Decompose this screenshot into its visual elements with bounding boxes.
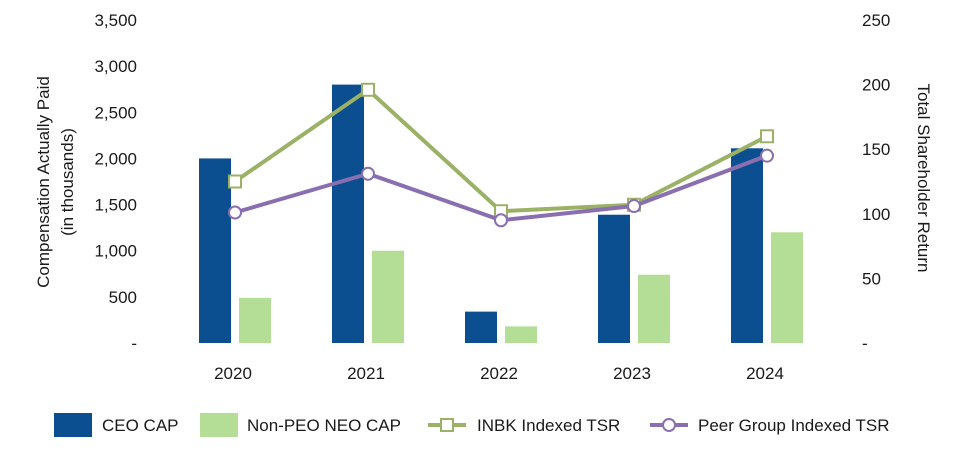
point-peer-group-tsr (627, 199, 641, 214)
bar-ceo-cap (332, 84, 364, 343)
x-tick-label: 2024 (746, 364, 784, 383)
x-tick-label: 2022 (480, 364, 518, 383)
legend-swatch (54, 413, 92, 437)
left-axis-title-line1: Compensation Actually Paid (34, 76, 53, 288)
left-tick-label: 2,000 (94, 149, 137, 168)
bar-ceo-cap (465, 311, 497, 343)
point-inbk-tsr (228, 174, 242, 189)
right-tick-label: 250 (862, 11, 890, 30)
left-tick-label: 1,000 (94, 242, 137, 261)
bar-non-peo-neo-cap (505, 326, 537, 343)
point-inbk-tsr (361, 82, 375, 97)
right-axis-ticks: - 50 100 150 200 250 (862, 11, 890, 353)
point-peer-group-tsr (228, 205, 242, 220)
legend-marker (440, 418, 454, 432)
bar-non-peo-neo-cap (372, 250, 404, 343)
point-peer-group-tsr (494, 213, 508, 228)
point-inbk-tsr (760, 129, 774, 144)
bars (199, 84, 803, 343)
legend-label: INBK Indexed TSR (477, 416, 620, 435)
left-tick-label: 2,500 (94, 103, 137, 122)
legend-label: Peer Group Indexed TSR (698, 416, 890, 435)
x-tick-label: 2021 (347, 364, 385, 383)
line-inbk-tsr (233, 87, 768, 214)
legend-label: Non-PEO NEO CAP (247, 416, 401, 435)
legend-marker (662, 418, 676, 432)
bar-non-peo-neo-cap (638, 274, 670, 343)
left-axis-ticks: - 500 1,000 1,500 2,000 2,500 3,000 3,500 (94, 11, 137, 353)
bar-non-peo-neo-cap (239, 297, 271, 343)
right-tick-label: - (862, 334, 868, 353)
left-tick-label: 3,000 (94, 57, 137, 76)
left-tick-label: - (131, 334, 137, 353)
lines (228, 82, 774, 228)
legend: CEO CAP Non-PEO NEO CAP INBK Indexed TSR Pe… (54, 413, 890, 437)
x-axis-ticks: 2020 2021 2022 2023 2024 (214, 364, 784, 383)
right-tick-label: 150 (862, 140, 890, 159)
right-axis-title: Total Shareholder Return (914, 83, 933, 272)
right-tick-label: 100 (862, 205, 890, 224)
left-tick-label: 500 (109, 288, 137, 307)
right-tick-label: 50 (862, 269, 881, 288)
bar-ceo-cap (731, 148, 763, 343)
left-tick-label: 3,500 (94, 11, 137, 30)
left-axis-title-line2: (in thousands) (58, 128, 77, 236)
left-tick-label: 1,500 (94, 196, 137, 215)
legend-swatch (200, 413, 238, 437)
x-tick-label: 2023 (613, 364, 651, 383)
x-tick-label: 2020 (214, 364, 252, 383)
right-tick-label: 200 (862, 76, 890, 95)
bar-ceo-cap (598, 214, 630, 343)
bar-non-peo-neo-cap (771, 232, 803, 343)
legend-label: CEO CAP (102, 416, 179, 435)
point-peer-group-tsr (760, 148, 774, 163)
bar-ceo-cap (199, 158, 231, 343)
point-peer-group-tsr (361, 166, 375, 181)
